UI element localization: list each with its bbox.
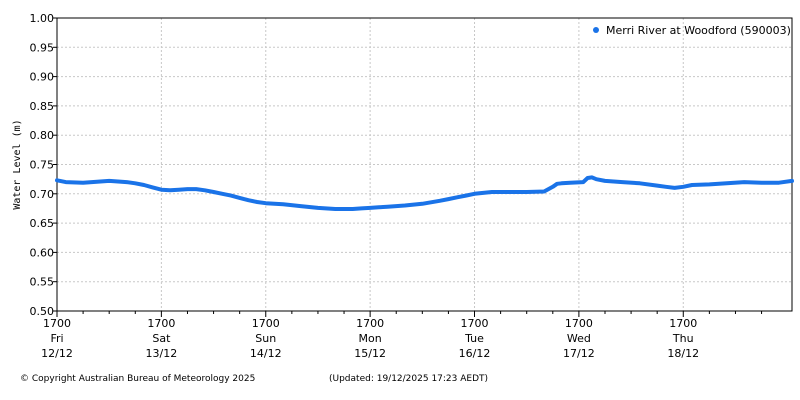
x-tick-label-date: 13/12 <box>146 347 178 360</box>
x-tick-label-time: 1700 <box>252 317 280 330</box>
legend-marker <box>593 27 599 33</box>
series-group <box>55 175 794 211</box>
x-tick-label-time: 1700 <box>669 317 697 330</box>
x-tick-label-day: Wed <box>567 332 591 345</box>
y-tick-label: 0.85 <box>30 100 55 113</box>
x-tick-label-date: 16/12 <box>459 347 491 360</box>
x-tick-label-day: Tue <box>464 332 484 345</box>
x-tick-label-date: 12/12 <box>41 347 73 360</box>
y-tick-label: 0.80 <box>30 129 55 142</box>
x-tick-label-day: Sun <box>255 332 276 345</box>
y-tick-label: 0.50 <box>30 305 55 318</box>
series-line-0 <box>55 175 794 211</box>
updated-timestamp: (Updated: 19/12/2025 17:23 AEDT) <box>329 374 489 384</box>
y-axis-title: Water Level (m) <box>12 119 23 209</box>
y-tick-label: 0.90 <box>30 71 55 84</box>
x-tick-label-date: 14/12 <box>250 347 282 360</box>
y-tick-label: 0.55 <box>30 276 55 289</box>
x-tick-label-time: 1700 <box>147 317 175 330</box>
y-axis: 0.50 0.55 0.60 0.65 0.70 0.75 0.80 0.85 0.90 0.95… <box>30 12 57 318</box>
x-axis: 1700 Fri 12/12 1700 Sat 13/12 1700 Sun 14/12 1700… <box>41 311 763 360</box>
y-tick-label: 0.75 <box>30 159 55 172</box>
x-tick-label-date: 15/12 <box>354 347 386 360</box>
x-tick-label-time: 1700 <box>43 317 71 330</box>
x-tick-label-date: 18/12 <box>667 347 699 360</box>
x-tick-label-day: Mon <box>359 332 382 345</box>
x-tick-label-time: 1700 <box>565 317 593 330</box>
legend: Merri River at Woodford (590003) <box>593 24 791 37</box>
y-tick-label: 0.65 <box>30 217 55 230</box>
x-tick-label-day: Fri <box>50 332 63 345</box>
y-tick-label: 1.00 <box>30 12 55 25</box>
grid-lines <box>56 17 792 312</box>
copyright-text: © Copyright Australian Bureau of Meteoro… <box>20 374 256 384</box>
x-tick-label-date: 17/12 <box>563 347 595 360</box>
y-tick-label: 0.60 <box>30 246 55 259</box>
x-tick-label-time: 1700 <box>356 317 384 330</box>
y-tick-label: 0.70 <box>30 188 55 201</box>
x-tick-label-day: Sat <box>152 332 171 345</box>
legend-label: Merri River at Woodford (590003) <box>606 24 791 37</box>
y-tick-label: 0.95 <box>30 41 55 54</box>
x-tick-label-time: 1700 <box>461 317 489 330</box>
x-tick-label-day: Thu <box>672 332 694 345</box>
